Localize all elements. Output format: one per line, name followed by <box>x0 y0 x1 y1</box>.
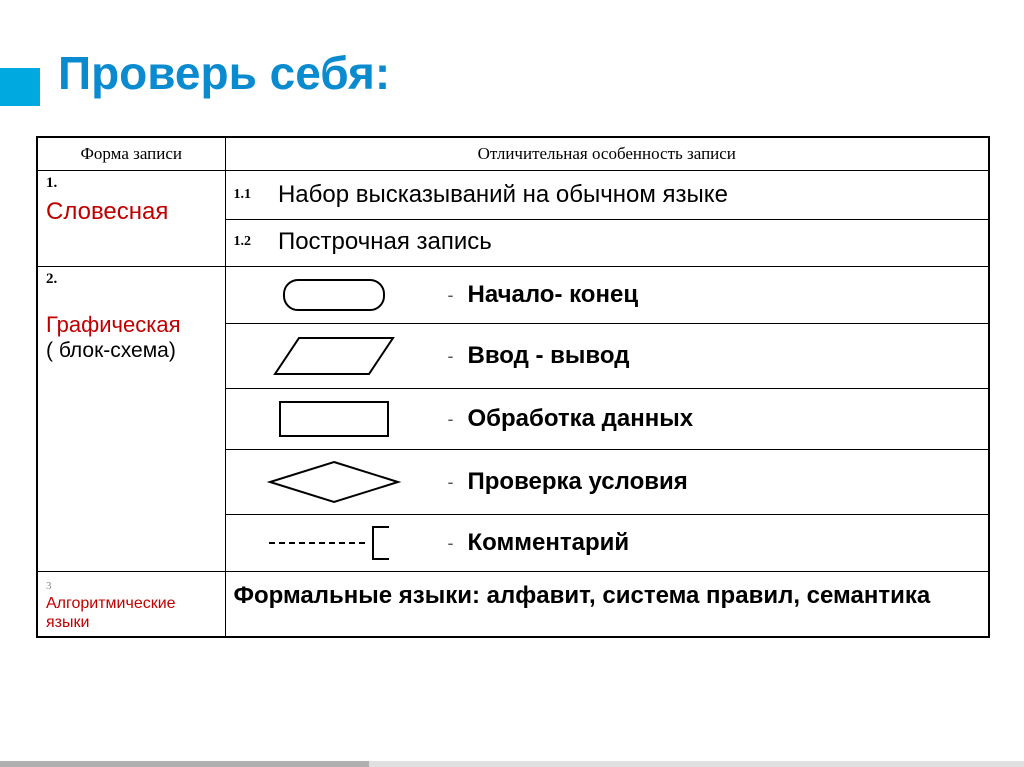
row1-sub2: 1.2 Построчная запись <box>225 220 989 267</box>
bullet-icon: - <box>434 346 468 367</box>
row2-shape4: - Проверка условия <box>225 450 989 515</box>
comment-icon <box>234 523 434 563</box>
row2-shape5: - Комментарий <box>225 515 989 572</box>
row1-form: 1. Словесная <box>37 171 225 267</box>
bullet-icon: - <box>434 533 468 554</box>
row2-shape2: - Ввод - вывод <box>225 324 989 389</box>
page-title: Проверь себя: <box>58 46 390 100</box>
row3-form: 3 Алгоритмические языки <box>37 572 225 638</box>
parallelogram-icon <box>234 332 434 380</box>
row1-label: Словесная <box>46 198 168 225</box>
shape2-label: Ввод - вывод <box>468 342 630 370</box>
row1-sub1: 1.1 Набор высказываний на обычном языке <box>225 171 989 220</box>
row1-sub2-text: Построчная запись <box>278 228 492 256</box>
shape1-label: Начало- конец <box>468 281 639 309</box>
progress-bar <box>0 761 1024 767</box>
bullet-icon: - <box>434 285 468 306</box>
row3-desc: Формальные языки: алфавит, система прави… <box>225 572 989 638</box>
header-col2: Отличительная особенность записи <box>225 137 989 171</box>
header-col1: Форма записи <box>37 137 225 171</box>
rectangle-icon <box>234 397 434 441</box>
bullet-icon: - <box>434 472 468 493</box>
row2-label1: Графическая <box>46 312 181 337</box>
row2-form: 2. Графическая ( блок-схема) <box>37 267 225 572</box>
row2-label2: ( блок-схема) <box>46 339 176 362</box>
row2-num: 2. <box>46 271 217 288</box>
row3-label1: Алгоритмические <box>46 595 176 612</box>
main-table: Форма записи Отличительная особенность з… <box>36 136 990 638</box>
accent-bar <box>0 68 40 106</box>
row3-text: Формальные языки: алфавит, система прави… <box>234 580 931 611</box>
row3-label2: языки <box>46 614 89 631</box>
shape5-label: Комментарий <box>468 529 630 557</box>
terminator-icon <box>234 275 434 315</box>
row2-shape1: - Начало- конец <box>225 267 989 324</box>
diamond-icon <box>234 458 434 506</box>
row1-sub2-num: 1.2 <box>234 234 274 250</box>
row2-shape3: - Обработка данных <box>225 389 989 450</box>
progress-fill <box>0 761 369 767</box>
shape4-label: Проверка условия <box>468 468 688 496</box>
bullet-icon: - <box>434 409 468 430</box>
row1-sub1-text: Набор высказываний на обычном языке <box>278 181 728 209</box>
row1-num: 1. <box>46 175 217 192</box>
row1-sub1-num: 1.1 <box>234 187 274 203</box>
row3-num: 3 <box>46 580 52 592</box>
shape3-label: Обработка данных <box>468 405 694 433</box>
